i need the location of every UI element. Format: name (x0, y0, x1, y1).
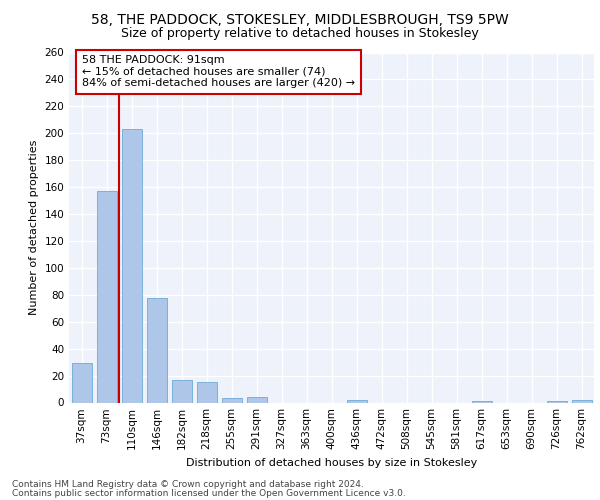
Text: Size of property relative to detached houses in Stokesley: Size of property relative to detached ho… (121, 28, 479, 40)
Bar (172, 380, 191, 402)
Bar (547, 401, 566, 402)
Y-axis label: Number of detached properties: Number of detached properties (29, 140, 39, 315)
Text: 58, THE PADDOCK, STOKESLEY, MIDDLESBROUGH, TS9 5PW: 58, THE PADDOCK, STOKESLEY, MIDDLESBROUG… (91, 12, 509, 26)
Bar (247, 397, 266, 402)
Bar (146, 298, 167, 403)
Bar (197, 382, 217, 402)
X-axis label: Distribution of detached houses by size in Stokesley: Distribution of detached houses by size … (186, 458, 477, 468)
Bar (347, 400, 367, 402)
Text: 58 THE PADDOCK: 91sqm
← 15% of detached houses are smaller (74)
84% of semi-deta: 58 THE PADDOCK: 91sqm ← 15% of detached … (82, 55, 355, 88)
Bar (472, 401, 491, 402)
Bar (571, 400, 592, 402)
Bar (71, 364, 91, 403)
Bar (97, 191, 116, 402)
Bar (121, 129, 142, 402)
Text: Contains public sector information licensed under the Open Government Licence v3: Contains public sector information licen… (12, 488, 406, 498)
Bar (221, 398, 241, 402)
Text: Contains HM Land Registry data © Crown copyright and database right 2024.: Contains HM Land Registry data © Crown c… (12, 480, 364, 489)
